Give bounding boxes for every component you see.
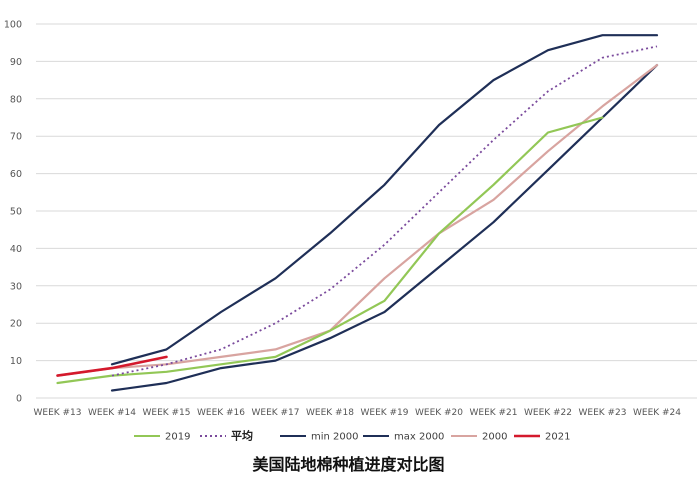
x-tick-label: WEEK #15 <box>142 408 190 418</box>
y-tick-label: 60 <box>10 169 22 180</box>
chart-title: 美国陆地棉种植进度对比图 <box>252 455 445 474</box>
legend-item-max-2000: max 2000 <box>363 432 444 443</box>
y-tick-label: 30 <box>10 281 22 292</box>
legend-label: 平均 <box>231 429 253 443</box>
legend-label: 2000 <box>482 432 507 443</box>
series-line-min-2000 <box>110 63 659 392</box>
series-lines <box>56 34 659 392</box>
legend-item-平均: 平均 <box>200 429 253 443</box>
y-tick-label: 100 <box>4 20 22 31</box>
y-tick-label: 50 <box>10 207 22 218</box>
legend: 2019 平均 min 2000 max 2000 2000 2021 <box>134 429 570 443</box>
x-tick-label: WEEK #17 <box>251 408 299 418</box>
legend-label: min 2000 <box>311 432 359 443</box>
legend-item-min-2000: min 2000 <box>280 432 359 443</box>
legend-label: 2021 <box>545 432 570 443</box>
x-tick-label: WEEK #22 <box>524 408 572 418</box>
y-tick-label: 90 <box>10 57 22 68</box>
y-tick-label: 10 <box>10 356 22 367</box>
x-tick-label: WEEK #14 <box>88 408 136 418</box>
series-line-2021 <box>56 355 168 377</box>
x-tick-label: WEEK #20 <box>415 408 463 418</box>
x-tick-label: WEEK #24 <box>633 408 681 418</box>
gridlines <box>36 23 697 399</box>
y-axis: 0 10 20 30 40 50 60 70 80 90 100 <box>4 20 22 405</box>
x-axis: WEEK #13 WEEK #14 WEEK #15 WEEK #16 WEEK #17… <box>33 408 681 418</box>
legend-label: max 2000 <box>394 432 444 443</box>
x-tick-label: WEEK #18 <box>306 408 354 418</box>
x-tick-label: WEEK #13 <box>33 408 81 418</box>
series-line-max-2000 <box>110 34 659 366</box>
y-tick-label: 70 <box>10 132 22 143</box>
x-tick-label: WEEK #23 <box>578 408 626 418</box>
legend-item-2019: 2019 <box>134 432 190 443</box>
y-tick-label: 20 <box>10 319 22 330</box>
series-line-2000 <box>56 63 659 377</box>
x-tick-label: WEEK #21 <box>469 408 517 418</box>
legend-label: 2019 <box>165 432 190 443</box>
x-tick-label: WEEK #16 <box>197 408 245 418</box>
y-tick-label: 40 <box>10 244 22 255</box>
y-tick-label: 0 <box>16 394 22 405</box>
y-tick-label: 80 <box>10 94 22 105</box>
legend-item-2000: 2000 <box>451 432 507 443</box>
series-line-2019 <box>56 116 604 385</box>
x-tick-label: WEEK #19 <box>360 408 408 418</box>
legend-item-2021: 2021 <box>514 432 570 443</box>
